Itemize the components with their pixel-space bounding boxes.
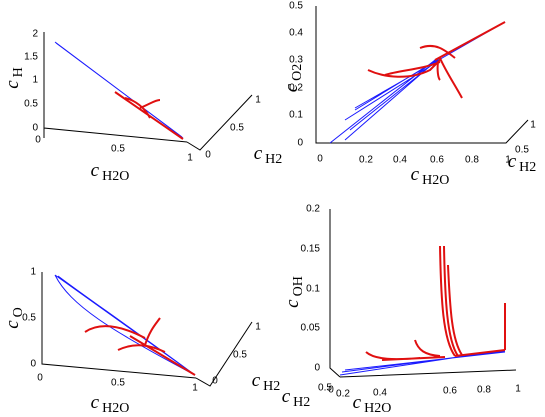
y-tick-label: 0.4 bbox=[289, 28, 303, 39]
y-tick-label: 0.15 bbox=[301, 244, 321, 255]
z-axis-label-subscript: H2 bbox=[293, 395, 310, 410]
x-tick-label: 0.8 bbox=[465, 155, 479, 166]
x-tick-label: 0.6 bbox=[430, 155, 444, 166]
x-axis-label-symbol: c bbox=[353, 392, 362, 413]
y-tick-label: 0.5 bbox=[22, 313, 36, 324]
x-axis-label-symbol: c bbox=[411, 164, 420, 185]
z-axis-label-subscript: H2 bbox=[519, 160, 536, 175]
z-axis-label: c H2 bbox=[282, 386, 311, 410]
x-tick-label: 0.8 bbox=[477, 385, 491, 396]
x-axis-label-subscript: H2O bbox=[422, 173, 449, 188]
y-tick-label: 0.3 bbox=[289, 55, 303, 66]
y-axis-label-subscript: H bbox=[11, 67, 26, 77]
y-axis-label-subscript: O bbox=[11, 307, 26, 317]
x-tick-label: 0.5 bbox=[111, 144, 125, 155]
z-tick-label: 0 bbox=[212, 376, 218, 387]
z-axis-label-symbol: c bbox=[252, 370, 261, 391]
y-tick-label: 0.05 bbox=[301, 323, 321, 334]
y-axis-label: c OH bbox=[282, 276, 306, 308]
y-tick-label: 1.5 bbox=[24, 52, 38, 63]
panel-1-axes bbox=[43, 32, 253, 151]
x-axis-label: c H2O bbox=[91, 160, 130, 184]
y-tick-label: 0.2 bbox=[306, 204, 320, 215]
x-tick-label: 1 bbox=[192, 383, 198, 394]
y-tick-label: 1 bbox=[30, 267, 36, 278]
y-tick-label: 0.5 bbox=[289, 1, 303, 12]
z-tick-label: 0.5 bbox=[233, 350, 247, 361]
z-tick-label: 0.5 bbox=[230, 123, 244, 134]
x-axis-label-subscript: H2O bbox=[102, 401, 129, 416]
y-axis-label: cH bbox=[2, 67, 26, 89]
x-axis-label: c H2O bbox=[411, 164, 450, 188]
y-tick-label: 1 bbox=[32, 75, 38, 86]
z-tick-label: 0.5 bbox=[515, 145, 529, 156]
x-axis-label: c H2O bbox=[91, 392, 130, 416]
z-axis-label-symbol: c bbox=[508, 151, 517, 172]
x-axis-label-symbol: c bbox=[91, 392, 100, 413]
z-tick-label: 1 bbox=[530, 120, 536, 131]
z-tick-label: 0 bbox=[328, 385, 334, 396]
z-axis-label: c H2 bbox=[508, 151, 537, 175]
y-axis-label: c O2 bbox=[281, 64, 305, 93]
y-tick-label: 0 bbox=[314, 363, 320, 374]
y-axis-label-symbol: c bbox=[282, 299, 303, 308]
x-tick-label: 1 bbox=[515, 384, 521, 395]
x-tick-label: 0 bbox=[37, 373, 43, 384]
x-axis-label-subscript: H2O bbox=[364, 401, 391, 416]
y-axis-label-subscript: O2 bbox=[290, 64, 305, 81]
x-tick-label: 1 bbox=[505, 155, 511, 166]
x-axis-label-subscript: H2O bbox=[102, 169, 129, 184]
x-tick-label: 0.5 bbox=[111, 378, 125, 389]
z-tick-label: 0.5 bbox=[318, 383, 332, 394]
x-axis-label-symbol: c bbox=[91, 160, 100, 181]
x-tick-label: 0.6 bbox=[443, 386, 457, 397]
z-tick-label: 1 bbox=[255, 322, 261, 333]
y-tick-label: 0 bbox=[30, 359, 36, 370]
y-axis-label-symbol: c bbox=[281, 83, 302, 92]
z-axis-label-subscript: H2 bbox=[263, 379, 280, 394]
x-tick-label: 0.2 bbox=[336, 389, 350, 400]
y-tick-label: 0 bbox=[297, 138, 303, 149]
y-tick-label: 0 bbox=[32, 123, 38, 134]
x-tick-label: 1 bbox=[187, 153, 193, 164]
y-tick-label: 0.1 bbox=[306, 284, 320, 295]
x-tick-label: 0.4 bbox=[373, 388, 387, 399]
panel-2-axes bbox=[315, 6, 529, 144]
z-axis-label: c H2 bbox=[254, 143, 283, 167]
z-axis-label-symbol: c bbox=[282, 386, 291, 407]
z-axis-label: c H2 bbox=[252, 370, 281, 394]
y-axis-label: cO bbox=[2, 307, 26, 329]
x-tick-label: 0 bbox=[35, 135, 41, 146]
panel-3-axes bbox=[41, 272, 253, 387]
y-tick-label: 0.2 bbox=[289, 83, 303, 94]
y-axis-label-symbol: c bbox=[2, 80, 23, 89]
y-tick-label: 0.5 bbox=[24, 99, 38, 110]
y-tick-label: 0.1 bbox=[289, 110, 303, 121]
x-tick-label: 0.4 bbox=[393, 155, 407, 166]
z-axis-label-symbol: c bbox=[254, 143, 263, 164]
z-axis-label-subscript: H2 bbox=[265, 152, 282, 167]
panel-4-axes bbox=[329, 209, 517, 378]
y-tick-label: 2 bbox=[32, 29, 38, 40]
z-tick-label: 1 bbox=[255, 95, 261, 106]
x-tick-label: 0 bbox=[317, 154, 323, 165]
z-tick-label: 0 bbox=[205, 150, 211, 161]
x-axis-label: c H2O bbox=[353, 392, 392, 416]
y-axis-label-subscript: OH bbox=[291, 276, 306, 296]
x-tick-label: 0.2 bbox=[359, 155, 373, 166]
y-axis-label-symbol: c bbox=[2, 320, 23, 329]
